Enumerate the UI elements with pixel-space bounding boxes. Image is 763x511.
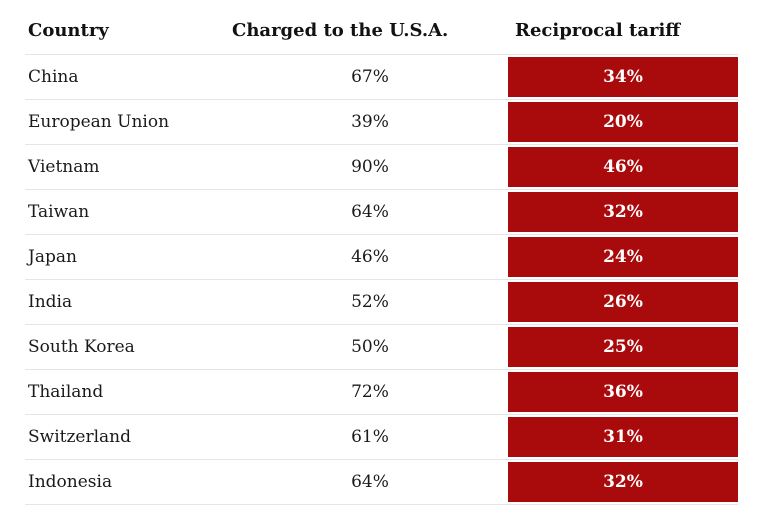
country-cell: India: [28, 292, 73, 312]
table-row: Switzerland 61% 31%: [25, 415, 738, 460]
country-cell: South Korea: [28, 337, 135, 357]
charged-cell: 67%: [351, 67, 389, 87]
charged-cell: 64%: [351, 202, 389, 222]
tariff-cell: 36%: [508, 370, 738, 414]
country-cell: Switzerland: [28, 427, 132, 447]
charged-cell: 64%: [351, 472, 389, 492]
tariff-cell-value: 34%: [508, 57, 738, 97]
tariff-cell-value: 31%: [508, 417, 738, 457]
tariff-cell-value: 36%: [508, 372, 738, 412]
tariff-cell: 24%: [508, 235, 738, 279]
tariff-cell: 34%: [508, 55, 738, 99]
country-cell: Indonesia: [28, 472, 113, 492]
tariff-cell-value: 32%: [508, 462, 738, 502]
table-row: India 52% 26%: [25, 280, 738, 325]
charged-cell: 50%: [351, 337, 389, 357]
country-cell: Thailand: [28, 382, 104, 402]
table-row: Japan 46% 24%: [25, 235, 738, 280]
tariff-cell-value: 32%: [508, 192, 738, 232]
tariff-cell-value: 46%: [508, 147, 738, 187]
country-cell: European Union: [28, 112, 170, 132]
header-reciprocal-tariff: Reciprocal tariff: [515, 20, 681, 41]
tariff-cell-value: 25%: [508, 327, 738, 367]
country-cell: China: [28, 67, 79, 87]
country-cell: Japan: [28, 247, 77, 267]
table-body: China 67% 34% European Union 39% 20% Vie…: [25, 55, 738, 505]
tariff-cell: 25%: [508, 325, 738, 369]
header-charged-to-usa: Charged to the U.S.A.: [232, 20, 449, 41]
tariff-table: Country Charged to the U.S.A. Reciprocal…: [25, 0, 738, 505]
table-header-row: Country Charged to the U.S.A. Reciprocal…: [25, 0, 738, 55]
table-row: China 67% 34%: [25, 55, 738, 100]
tariff-cell-value: 24%: [508, 237, 738, 277]
tariff-cell-value: 26%: [508, 282, 738, 322]
table-row: South Korea 50% 25%: [25, 325, 738, 370]
table-row: Thailand 72% 36%: [25, 370, 738, 415]
country-cell: Vietnam: [28, 157, 100, 177]
charged-cell: 90%: [351, 157, 389, 177]
tariff-cell: 20%: [508, 100, 738, 144]
tariff-cell: 32%: [508, 190, 738, 234]
charged-cell: 61%: [351, 427, 389, 447]
tariff-cell: 46%: [508, 145, 738, 189]
table-row: European Union 39% 20%: [25, 100, 738, 145]
charged-cell: 72%: [351, 382, 389, 402]
tariff-cell: 32%: [508, 460, 738, 504]
table-row: Indonesia 64% 32%: [25, 460, 738, 505]
table-row: Vietnam 90% 46%: [25, 145, 738, 190]
country-cell: Taiwan: [28, 202, 90, 222]
charged-cell: 52%: [351, 292, 389, 312]
tariff-cell: 26%: [508, 280, 738, 324]
header-country: Country: [28, 20, 109, 41]
charged-cell: 39%: [351, 112, 389, 132]
tariff-cell-value: 20%: [508, 102, 738, 142]
tariff-cell: 31%: [508, 415, 738, 459]
charged-cell: 46%: [351, 247, 389, 267]
table-row: Taiwan 64% 32%: [25, 190, 738, 235]
